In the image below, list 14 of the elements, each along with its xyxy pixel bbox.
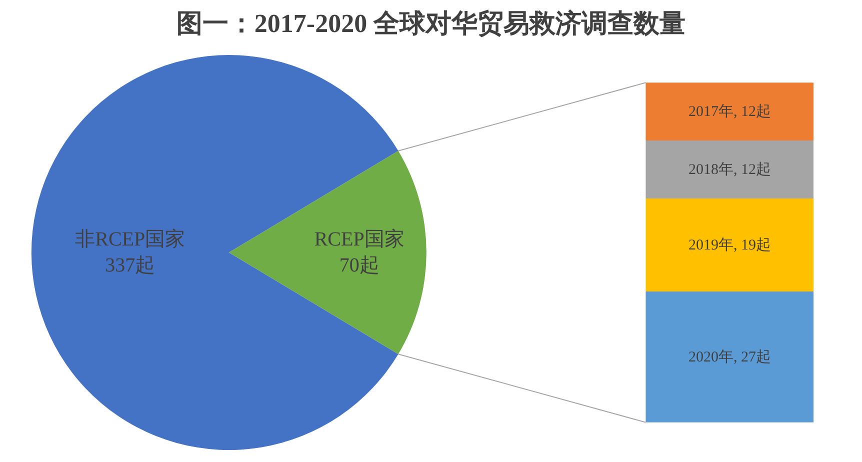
bar	[646, 198, 814, 292]
bar	[646, 82, 814, 141]
bar	[646, 140, 814, 199]
data-label: 2020年, 27起	[688, 348, 771, 366]
slice-label: 非RCEP国家	[75, 228, 186, 250]
bar	[646, 292, 814, 422]
data-label: 70起	[339, 254, 380, 276]
chart-title: 图一：2017-2020 全球对华贸易救济调查数量	[176, 9, 686, 38]
data-label: 2017年, 12起	[688, 103, 771, 120]
data-label: 2019年, 19起	[688, 236, 771, 254]
data-label: 337起	[105, 254, 156, 276]
pie-slice	[228, 150, 426, 354]
data-label: 2018年, 12起	[688, 161, 771, 178]
slice-label: RCEP国家	[314, 228, 404, 250]
